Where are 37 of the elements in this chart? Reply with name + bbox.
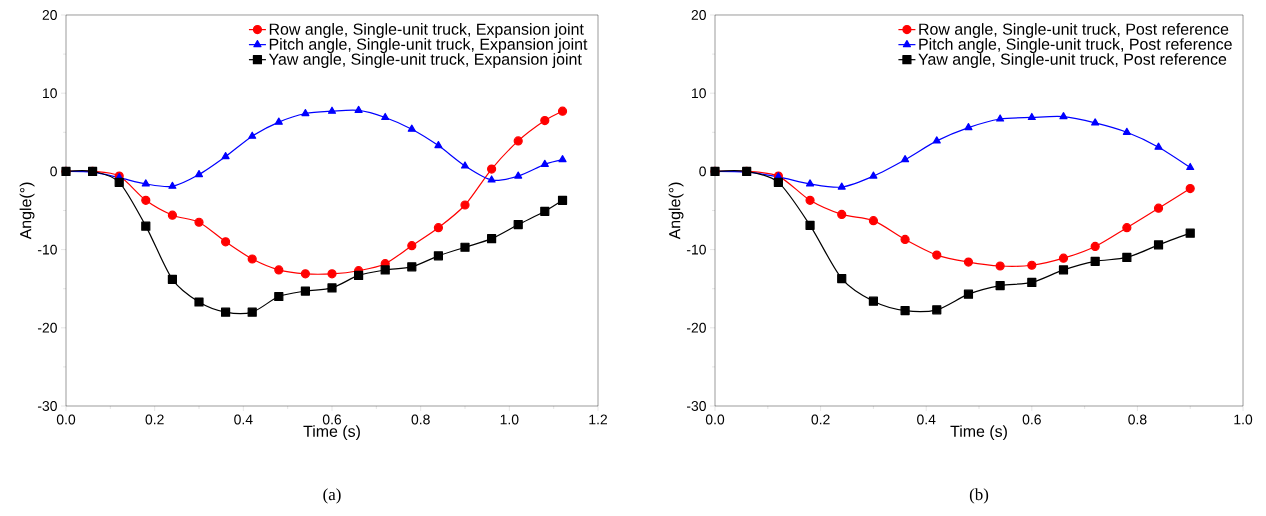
x-axis-title: Time (s) (950, 425, 1007, 441)
y-tick-label: 0 (50, 166, 57, 177)
y-axis-title: Angle(°) (668, 182, 684, 240)
x-tick-label: 0.6 (322, 414, 342, 425)
y-tick-label: -20 (686, 322, 706, 333)
y-tick-label: -10 (37, 244, 57, 255)
y-tick-label: 20 (42, 10, 57, 20)
x-tick-label: 0.8 (1128, 414, 1147, 425)
x-tick-label: 1.0 (500, 414, 519, 425)
legend-label: Pitch angle, Single-unit truck, Post reference (919, 38, 1232, 53)
y-tick-label: -30 (686, 401, 706, 411)
y-tick-label: 10 (43, 88, 57, 99)
y-tick-label: 20 (691, 10, 706, 20)
x-tick-label: 0.4 (917, 414, 936, 425)
y-tick-label: -30 (37, 401, 57, 411)
x-tick-label: 0.4 (234, 414, 253, 425)
x-tick-label: 0.6 (1022, 414, 1041, 425)
x-tick-label: 0.2 (145, 414, 164, 425)
x-tick-label: 1.0 (1234, 414, 1253, 425)
legend-label: Row angle, Single-unit truck, Expansion joint (269, 23, 584, 38)
x-axis-title: Time (s) (303, 425, 360, 441)
y-tick-label: 10 (692, 88, 706, 99)
x-tick-label: 0.8 (411, 414, 430, 425)
x-tick-label: 0.0 (56, 414, 76, 425)
y-axis-title: Angle(°) (19, 182, 35, 240)
x-tick-label: 0.0 (705, 414, 725, 425)
x-tick-label: 0.2 (811, 414, 830, 425)
y-tick-label: -20 (37, 322, 57, 333)
legend-label: Row angle, Single-unit truck, Post reference (919, 23, 1229, 38)
legend-label: Pitch angle, Single-unit truck, Expansion joint (269, 38, 588, 53)
y-tick-label: -10 (686, 244, 706, 255)
legend-label: Yaw angle, Single-unit truck, Expansion joint (268, 53, 582, 69)
legend-label: Yaw angle, Single-unit truck, Post reference (918, 53, 1227, 69)
y-tick-label: 0 (699, 166, 706, 177)
text: (a) (323, 488, 341, 504)
text: (b) (969, 488, 989, 504)
x-tick-label: 1.2 (589, 414, 608, 425)
